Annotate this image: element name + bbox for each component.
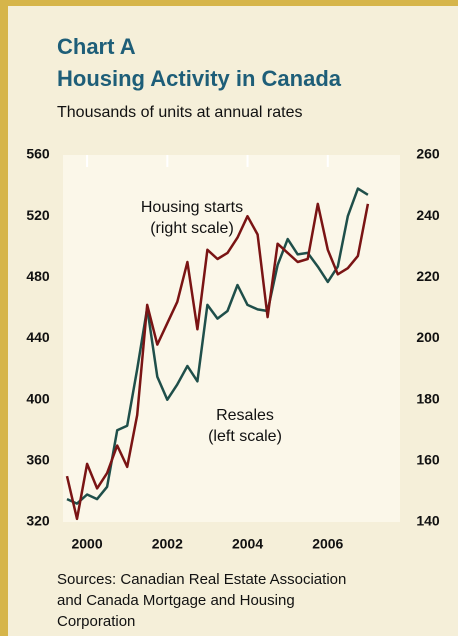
top-border	[0, 0, 458, 6]
y2-tick-label: 200	[416, 329, 440, 345]
subtitle: Thousands of units at annual rates	[57, 104, 303, 121]
y-tick-label: 480	[26, 268, 50, 284]
annotation: Resales	[216, 407, 274, 424]
y2-tick-label: 140	[416, 513, 440, 529]
y-tick-label: 440	[26, 329, 50, 345]
annotation: (left scale)	[208, 428, 282, 445]
y-tick-label: 320	[26, 513, 50, 529]
y-tick-label: 560	[26, 146, 50, 162]
y2-tick-label: 220	[416, 268, 440, 284]
y2-tick-label: 180	[416, 390, 440, 406]
y2-tick-label: 160	[416, 452, 440, 468]
source: and Canada Mortgage and Housing	[57, 592, 295, 609]
source: Corporation	[57, 613, 135, 630]
x-tick-label: 2000	[71, 536, 102, 552]
annotation: (right scale)	[150, 220, 234, 237]
y2-tick-label: 240	[416, 207, 440, 223]
series-line	[66, 187, 369, 505]
y-tick-label: 400	[26, 390, 50, 406]
x-tick-label: 2002	[152, 536, 183, 552]
chart-title: Chart A	[57, 34, 136, 59]
series-line	[65, 202, 370, 521]
annotation: Housing starts	[141, 199, 243, 216]
plot-area	[63, 155, 400, 522]
y2-tick-label: 260	[416, 146, 440, 162]
left-border	[0, 0, 8, 636]
x-tick-label: 2004	[232, 536, 263, 552]
x-tick-label: 2006	[312, 536, 343, 552]
y-tick-label: 360	[26, 452, 50, 468]
source: Sources: Canadian Real Estate Associatio…	[57, 571, 346, 588]
chart-title: Housing Activity in Canada	[57, 66, 342, 91]
y-tick-label: 520	[26, 207, 50, 223]
